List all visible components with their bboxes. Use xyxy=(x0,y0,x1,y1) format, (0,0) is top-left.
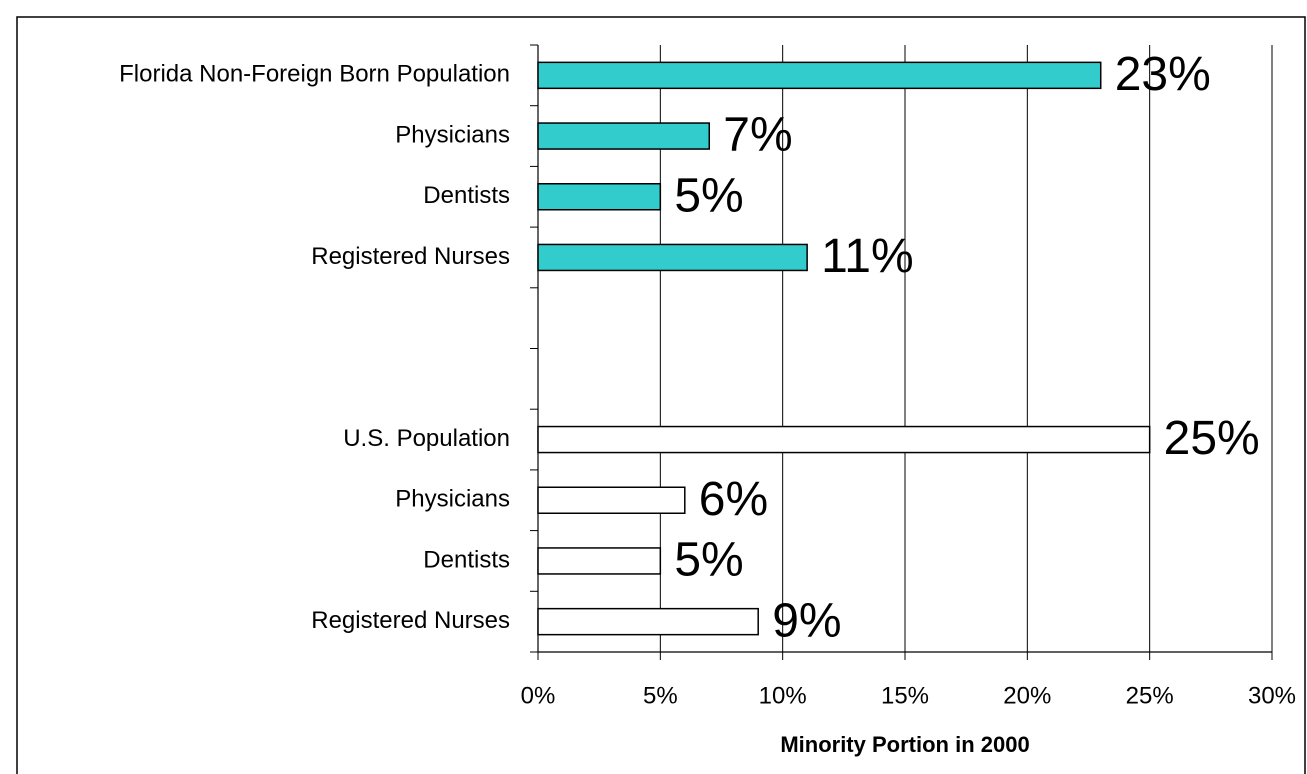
value-label: 23% xyxy=(1115,48,1211,101)
y-tick-label: Registered Nurses xyxy=(311,607,510,634)
x-axis-title: Minority Portion in 2000 xyxy=(780,732,1029,757)
bar xyxy=(537,122,711,150)
x-tick-label: 0% xyxy=(521,682,556,709)
bar xyxy=(537,425,1151,454)
x-tick-label: 5% xyxy=(643,682,678,709)
y-tick-label: U.S. Population xyxy=(343,425,510,452)
value-label: 6% xyxy=(699,473,768,526)
y-tick-label: Dentists xyxy=(423,546,510,573)
y-tick-label: Physicians xyxy=(395,486,510,513)
bar xyxy=(537,243,808,272)
value-label: 5% xyxy=(674,169,743,222)
x-tick-label: 25% xyxy=(1126,682,1174,709)
value-label: 7% xyxy=(723,109,792,162)
y-tick-label: Dentists xyxy=(423,182,510,209)
bar xyxy=(537,183,662,211)
x-tick-label: 15% xyxy=(881,682,929,709)
y-tick-label: Florida Non-Foreign Born Population xyxy=(119,61,510,88)
value-label: 9% xyxy=(772,594,841,647)
y-tick-label: Physicians xyxy=(395,121,510,148)
x-tick-label: 10% xyxy=(759,682,807,709)
value-label: 5% xyxy=(674,534,743,587)
frame xyxy=(16,16,1306,774)
bar xyxy=(537,607,759,636)
x-tick-label: 20% xyxy=(1003,682,1051,709)
bar xyxy=(537,486,686,514)
bar xyxy=(537,547,662,575)
value-label: 25% xyxy=(1164,412,1260,465)
bar xyxy=(537,61,1102,90)
value-label: 11% xyxy=(821,230,914,283)
y-tick-label: Registered Nurses xyxy=(311,243,510,270)
x-tick-label: 30% xyxy=(1248,682,1296,709)
